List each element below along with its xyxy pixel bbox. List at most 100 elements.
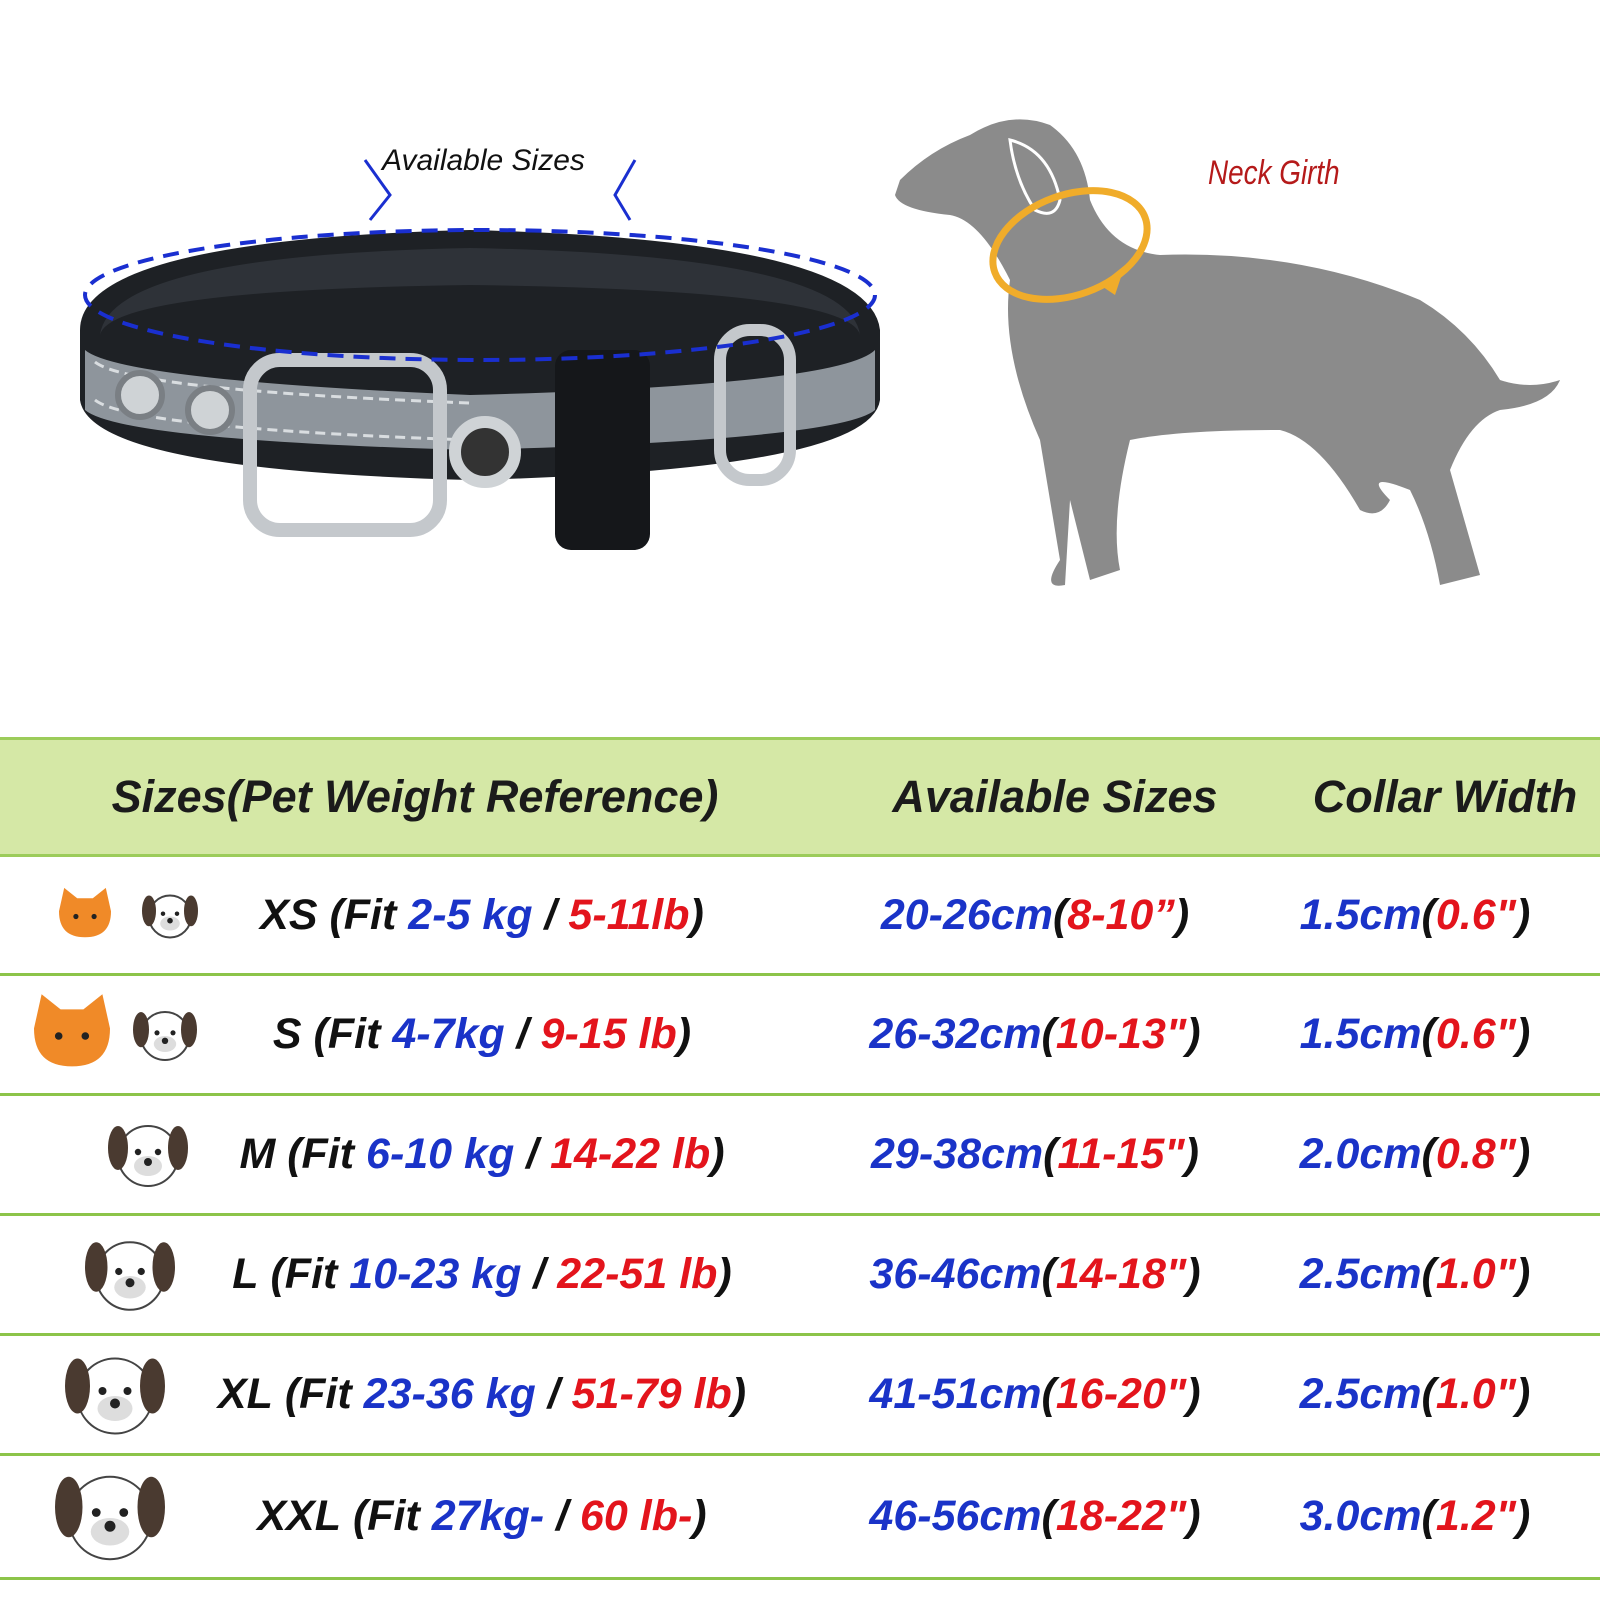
illustration: [80, 119, 1560, 586]
paren: ): [1516, 1370, 1531, 1418]
paren: ): [1186, 1492, 1201, 1540]
width-cell: 2.0cm(0.8"): [1300, 1096, 1531, 1213]
weight-cell: L (Fit 10-23 kg / 22-51 lb): [232, 1216, 731, 1333]
space: [536, 1370, 548, 1419]
paren: ): [1186, 1370, 1201, 1418]
paren: ): [1184, 1130, 1199, 1178]
separator: /: [526, 1130, 539, 1178]
space: [505, 1010, 517, 1059]
size-name: L: [232, 1250, 259, 1298]
width-cell: 2.5cm(1.0"): [1300, 1336, 1531, 1453]
weight-cell: XL (Fit 23-36 kg / 51-79 lb): [218, 1336, 746, 1453]
table-row: M (Fit 6-10 kg / 14-22 lb) 29-38cm(11-15"…: [0, 1096, 1600, 1216]
space: [318, 891, 330, 940]
size-cell: 26-32cm(10-13"): [869, 976, 1200, 1093]
table-row: XXL (Fit 27kg- / 60 lb-) 46-56cm(18-22") 3…: [0, 1456, 1600, 1580]
space: [556, 891, 568, 940]
collar: [80, 159, 880, 550]
weight-kg: 27kg-: [431, 1492, 545, 1540]
dog-icon: [55, 1475, 165, 1561]
size-cell: 20-26cm(8-10”): [881, 857, 1189, 973]
size-cell: 36-46cm(14-18"): [869, 1216, 1200, 1333]
fit-open: (Fit: [313, 1010, 381, 1058]
paren: ): [1516, 1010, 1531, 1058]
space: [341, 1492, 353, 1541]
collar-label: Available Sizes: [382, 144, 585, 177]
separator: /: [547, 1370, 560, 1418]
space: [352, 1370, 364, 1419]
width-cell: 2.5cm(1.0"): [1300, 1216, 1531, 1333]
weight-lb: 5-11lb: [568, 890, 690, 939]
size-name: S: [272, 1010, 302, 1058]
size-cm: 26-32cm: [869, 1010, 1042, 1058]
close: ): [689, 890, 704, 939]
weight-cell: M (Fit 6-10 kg / 14-22 lb): [239, 1096, 724, 1213]
separator: /: [544, 890, 557, 939]
space: [545, 1250, 557, 1299]
table-row: S (Fit 4-7kg / 9-15 lb) 26-32cm(10-13") 1.…: [0, 976, 1600, 1096]
paren: ): [1516, 1250, 1531, 1298]
space: [529, 1010, 541, 1059]
paren: ): [1186, 1010, 1201, 1058]
width-inch: 0.6": [1435, 890, 1517, 939]
size-cell: 46-56cm(18-22"): [869, 1456, 1200, 1577]
paren: (: [1421, 1010, 1436, 1058]
size-cm: 20-26cm: [880, 890, 1053, 939]
size-cell: 29-38cm(11-15"): [871, 1096, 1199, 1213]
paren: (: [1421, 1250, 1436, 1298]
pet-icons: [85, 1241, 175, 1311]
close: ): [676, 1010, 692, 1058]
weight-kg: 10-23 kg: [349, 1250, 522, 1298]
dog-icon: [142, 894, 198, 939]
paren: ): [1516, 1130, 1531, 1178]
size-cm: 41-51cm: [869, 1370, 1042, 1418]
width-cell: 1.5cm(0.6"): [1300, 857, 1531, 973]
width-cm: 3.0cm: [1299, 1492, 1422, 1540]
paren: ): [1516, 1492, 1531, 1540]
size-name: XXL: [257, 1492, 342, 1540]
width-cm: 1.5cm: [1299, 890, 1422, 939]
paren: (: [1041, 1492, 1056, 1540]
paren: ): [1516, 890, 1531, 939]
close: ): [717, 1250, 732, 1298]
fit-open: (Fit: [284, 1370, 352, 1418]
width-cm: 2.0cm: [1299, 1130, 1422, 1178]
size-inch: 18-22": [1055, 1492, 1187, 1540]
paren: (: [1421, 1370, 1436, 1418]
width-inch: 0.6": [1435, 1010, 1517, 1058]
space: [273, 1370, 285, 1419]
header-cell: Sizes(Pet Weight Reference): [111, 771, 719, 822]
paren: ): [1186, 1250, 1201, 1298]
size-inch: 11-15": [1057, 1130, 1185, 1178]
dog-icon: [108, 1125, 188, 1187]
size-inch: 14-18": [1055, 1250, 1187, 1298]
size-name: XL: [217, 1370, 273, 1418]
close: ): [692, 1492, 707, 1540]
pet-icons: [65, 1357, 165, 1435]
size-cell: 41-51cm(16-20"): [869, 1336, 1200, 1453]
cat-icon: [59, 887, 111, 938]
space: [259, 1250, 271, 1299]
space: [275, 1130, 287, 1179]
width-cm: 2.5cm: [1299, 1370, 1422, 1418]
size-cm: 36-46cm: [869, 1250, 1042, 1298]
paren: (: [1421, 1130, 1436, 1178]
paren: (: [1421, 1492, 1436, 1540]
width-inch: 1.2": [1435, 1492, 1517, 1540]
paren: (: [1041, 1010, 1056, 1058]
paren: (: [1041, 1250, 1056, 1298]
width-inch: 0.8": [1435, 1130, 1517, 1178]
weight-lb: 22-51 lb: [557, 1250, 718, 1298]
space: [420, 1492, 432, 1541]
dog-silhouette: [895, 119, 1560, 586]
header-cell: Available Sizes: [892, 771, 1218, 822]
size-name: XS: [260, 890, 318, 939]
fit-open: (Fit: [329, 890, 397, 939]
size-inch: 8-10”: [1067, 890, 1175, 939]
table-row: L (Fit 10-23 kg / 22-51 lb) 36-46cm(14-18…: [0, 1216, 1600, 1336]
space: [560, 1370, 572, 1419]
space: [544, 1492, 556, 1541]
paren: (: [1421, 890, 1436, 939]
space: [396, 891, 408, 940]
